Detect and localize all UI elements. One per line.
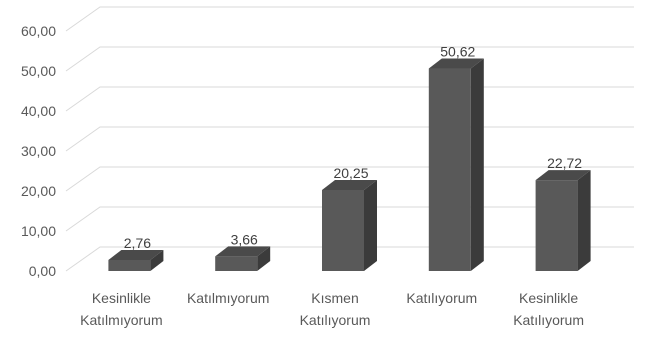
bar-front — [322, 190, 364, 271]
category-label-line: Kısmen — [311, 290, 358, 306]
bar-front — [535, 180, 578, 271]
y-tick-label: 60,00 — [21, 23, 56, 39]
bar — [108, 249, 164, 271]
category-label-line: Kesinlikle — [519, 290, 578, 306]
bar-top — [428, 58, 484, 69]
bar-side — [364, 180, 377, 271]
x-axis-categories: Kesinlikle Katılmıyorum Katılmıyorum Kısmen… — [80, 290, 584, 328]
bar-top — [535, 170, 591, 181]
data-label: 2,76 — [124, 235, 151, 251]
category-label: Kısmen Katılıyorum — [300, 290, 371, 328]
category-label: Katılmıyorum — [187, 290, 269, 306]
bar-side — [257, 246, 271, 271]
bar-side — [577, 170, 591, 271]
category-label-line: Katılmıyorum — [187, 290, 269, 306]
bar-top — [322, 180, 377, 190]
data-label: 3,66 — [231, 231, 258, 247]
bars — [108, 58, 591, 272]
y-tick-label: 40,00 — [21, 103, 56, 119]
data-label: 50,62 — [440, 44, 475, 60]
bar-side — [470, 58, 484, 271]
category-label-line: Katılmıyorum — [80, 312, 162, 328]
category-label-line: Katılıyorum — [406, 290, 477, 306]
bar-front — [108, 259, 151, 271]
category-label-line: Katılıyorum — [513, 312, 584, 328]
category-label: Kesinlikle Katılmıyorum — [80, 290, 162, 328]
bar-top — [108, 249, 164, 260]
bar-top — [215, 246, 271, 257]
bar — [322, 180, 377, 271]
bar-front — [215, 256, 258, 271]
gridline — [65, 126, 634, 152]
bar — [428, 58, 484, 272]
data-labels: 2,76 3,66 20,25 50,62 22,72 — [124, 44, 583, 251]
data-label: 20,25 — [333, 165, 368, 181]
bar-side — [150, 249, 164, 271]
bar-front — [428, 68, 471, 272]
category-label-line: Katılıyorum — [300, 312, 371, 328]
y-tick-label: 0,00 — [29, 263, 56, 279]
gridline — [65, 46, 634, 72]
bar — [535, 170, 591, 271]
gridlines — [65, 6, 634, 272]
category-label: Katılıyorum — [406, 290, 477, 306]
y-tick-label: 50,00 — [21, 63, 56, 79]
gridline — [65, 6, 634, 32]
y-tick-label: 30,00 — [21, 143, 56, 159]
category-label-line: Kesinlikle — [92, 290, 151, 306]
bar — [215, 246, 271, 271]
data-label: 22,72 — [547, 155, 582, 171]
y-tick-label: 20,00 — [21, 183, 56, 199]
y-tick-label: 10,00 — [21, 223, 56, 239]
category-label: Kesinlikle Katılıyorum — [513, 290, 584, 328]
y-axis-ticks: 0,00 10,00 20,00 30,00 40,00 50,00 60,00 — [21, 23, 56, 279]
gridline — [65, 86, 634, 112]
